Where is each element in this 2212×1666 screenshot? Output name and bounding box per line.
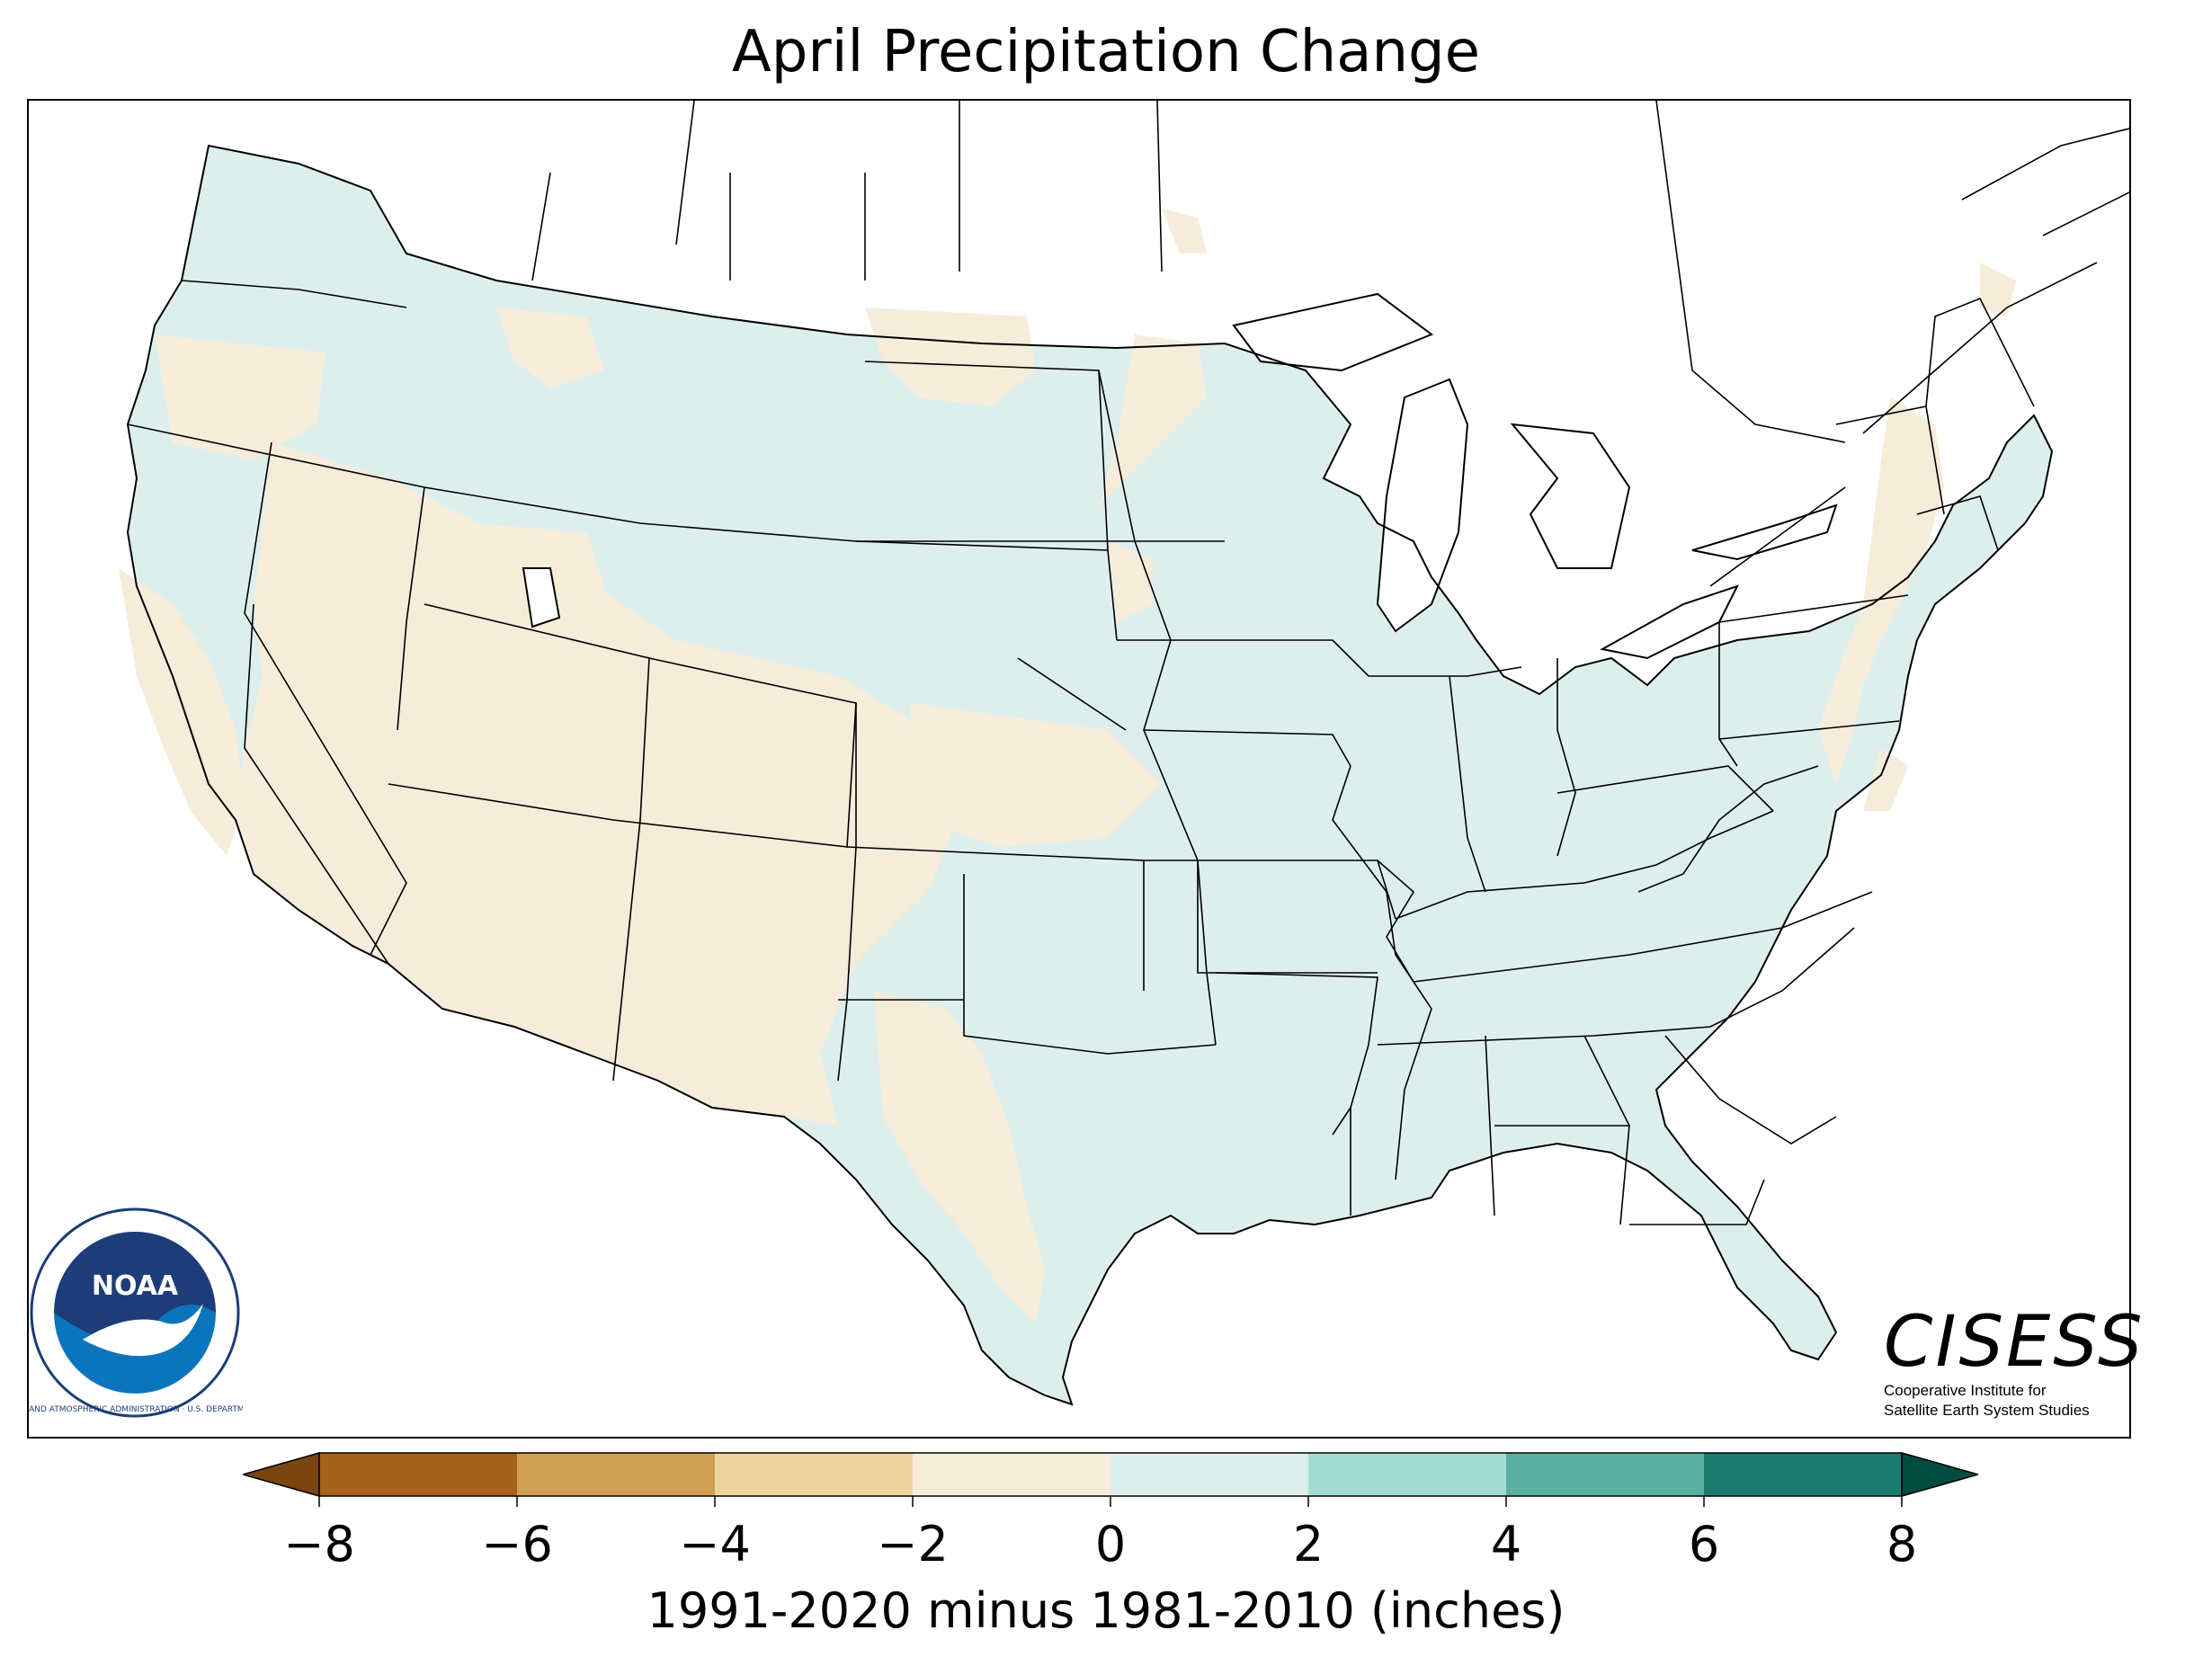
conus-outline bbox=[126, 144, 2054, 1406]
noaa-acronym: NOAA bbox=[92, 1270, 179, 1302]
colorbar-bin-2 bbox=[715, 1453, 913, 1496]
colorbar-tick-label: 6 bbox=[1688, 1516, 1720, 1572]
map-panel bbox=[27, 99, 2131, 1439]
cisess-line1: Cooperative Institute for bbox=[1884, 1382, 2047, 1399]
colorbar-bin-5 bbox=[1308, 1453, 1506, 1496]
colorbar bbox=[243, 1452, 1978, 1507]
state-boundaries bbox=[127, 172, 2035, 1225]
noaa-ring-text: NATIONAL OCEANIC AND ATMOSPHERIC ADMINIS… bbox=[27, 1405, 243, 1414]
colorbar-over-arrow bbox=[1901, 1452, 1978, 1497]
cisess-name: CISESS bbox=[1884, 1302, 2145, 1383]
colorbar-bin-1 bbox=[517, 1453, 715, 1496]
colorbar-tick-label: 4 bbox=[1490, 1516, 1522, 1572]
colorbar-bin-0 bbox=[319, 1453, 517, 1496]
colorbar-bin-6 bbox=[1506, 1453, 1704, 1496]
colorbar-bin-4 bbox=[1110, 1453, 1308, 1496]
great-lakes bbox=[522, 292, 1838, 660]
negative-change-regions bbox=[119, 209, 2016, 1323]
colorbar-under-arrow bbox=[243, 1452, 320, 1497]
map-title: April Precipitation Change bbox=[731, 19, 1481, 85]
colorbar-tick-label: −4 bbox=[679, 1516, 751, 1572]
colorbar-tick-label: 0 bbox=[1094, 1516, 1127, 1572]
colorbar-tick-label: −2 bbox=[877, 1516, 949, 1572]
colorbar-tick-label: 8 bbox=[1886, 1516, 1918, 1572]
noaa-logo: NOAA NATIONAL OCEANIC AND ATMOSPHERIC AD… bbox=[27, 1207, 243, 1418]
colorbar-label: 1991-2020 minus 1981-2010 (inches) bbox=[647, 1582, 1565, 1639]
colorbar-tick-label: −6 bbox=[481, 1516, 553, 1572]
cisess-logo: CISESS Cooperative Institute for Satelli… bbox=[1884, 1304, 2154, 1430]
colorbar-bin-3 bbox=[913, 1453, 1110, 1496]
colorbar-tick-label: 2 bbox=[1292, 1516, 1325, 1572]
colorbar-bin-7 bbox=[1704, 1453, 1902, 1496]
colorbar-tick-label: −8 bbox=[283, 1516, 355, 1572]
canada-boundaries bbox=[675, 101, 2129, 587]
cisess-line2: Satellite Earth System Studies bbox=[1884, 1402, 2090, 1419]
precipitation-map bbox=[119, 101, 2129, 1406]
